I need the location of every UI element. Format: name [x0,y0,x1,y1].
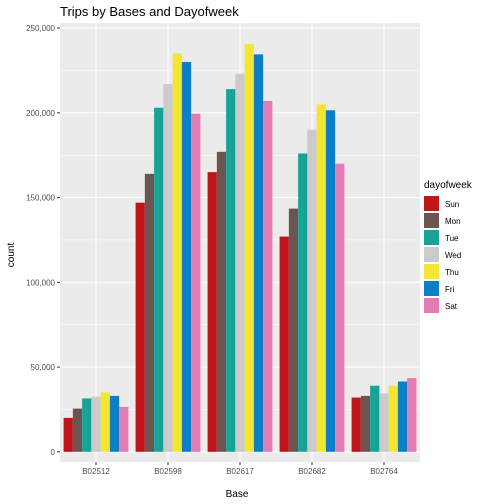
y-axis-title: count [6,243,17,268]
bar-b02764-sun [351,397,361,452]
bars [63,44,417,452]
bar-b02682-thu [316,104,326,452]
y-axis-ticks: 0 50,000 100,000 150,000 200,000 250,000 [26,24,60,457]
bar-b02512-mon [72,408,83,452]
y-tick-label: 0 [51,448,56,457]
legend: dayofweek Sun Mon Tue Wed Thu Fri Sat [424,180,473,313]
legend-title: dayofweek [424,180,473,191]
bar-b02598-tue [154,107,164,452]
y-tick-label: 250,000 [26,24,55,33]
bar-b02764-thu [388,385,398,452]
bar-b02617-wed [235,73,245,452]
legend-key-sat [424,298,439,313]
bar-b02682-sat [335,163,345,452]
bar-b02682-fri [325,110,336,452]
legend-label-sun: Sun [445,200,459,209]
y-tick-label: 200,000 [26,109,55,118]
x-axis-ticks: B02512 B02598 B02617 B02682 B02764 [82,462,398,476]
legend-label-tue: Tue [445,234,459,243]
bar-b02617-tue [226,89,236,452]
bar-b02764-wed [379,393,389,452]
bar-b02764-fri [397,381,408,452]
bar-b02617-mon [216,151,227,452]
bar-b02598-wed [163,84,173,452]
bar-b02617-thu [244,44,254,452]
legend-key-wed [424,247,439,262]
x-tick-label: B02764 [370,467,398,476]
bar-b02598-sun [135,202,145,452]
legend-label-fri: Fri [445,285,455,294]
bar-b02682-wed [307,129,317,452]
legend-label-thu: Thu [445,268,459,277]
legend-key-tue [424,230,439,245]
bar-b02617-fri [253,54,264,452]
bar-b02764-sat [407,378,417,452]
bar-b02682-mon [288,208,299,452]
bar-b02512-fri [109,395,120,452]
legend-label-sat: Sat [445,302,458,311]
bar-b02598-fri [181,61,192,452]
bar-b02512-sun [63,417,73,452]
bar-b02598-thu [172,53,182,452]
bar-b02512-wed [91,396,101,452]
bar-b02512-sat [119,406,129,452]
bar-b02764-tue [370,385,380,452]
x-axis-title: Base [226,489,249,500]
legend-label-wed: Wed [445,251,461,260]
bar-b02598-sat [191,113,201,452]
legend-key-sun [424,196,439,211]
bar-b02682-sun [279,236,289,452]
legend-key-fri [424,281,439,296]
legend-key-mon [424,213,439,228]
y-tick-label: 100,000 [26,278,55,287]
bar-b02512-tue [82,398,92,452]
bar-b02512-thu [100,392,110,452]
x-tick-label: B02682 [298,467,326,476]
bar-b02617-sun [207,172,217,452]
bar-b02682-tue [298,153,308,452]
bar-b02764-mon [360,395,371,452]
x-tick-label: B02598 [154,467,182,476]
legend-key-thu [424,264,439,279]
chart-title: Trips by Bases and Dayofweek [60,4,239,19]
y-tick-label: 50,000 [31,363,56,372]
legend-label-mon: Mon [445,217,461,226]
bar-b02617-sat [263,100,273,452]
x-tick-label: B02617 [226,467,254,476]
y-tick-label: 150,000 [26,194,55,203]
bar-b02598-mon [144,173,155,452]
x-tick-label: B02512 [82,467,110,476]
